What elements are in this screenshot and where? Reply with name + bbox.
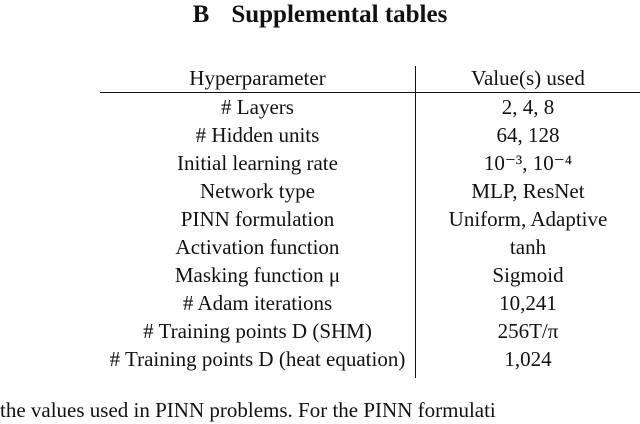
section-number: B — [192, 1, 210, 28]
hyperparameter-cell: # Adam iterations — [182, 291, 333, 315]
value-cell: 256T/π — [497, 319, 559, 343]
column-divider — [415, 66, 416, 378]
header-rule — [100, 92, 640, 93]
hyperparameter-cell: # Training points D (heat equation) — [109, 347, 406, 371]
table-row: Network type MLP, ResNet — [0, 177, 640, 205]
header-values: Value(s) used — [471, 66, 585, 90]
table-row: # Training points D (SHM) 256T/π — [0, 317, 640, 345]
table-row: # Adam iterations 10,241 — [0, 289, 640, 317]
value-cell: 64, 128 — [496, 123, 560, 147]
value-cell: tanh — [509, 235, 547, 259]
hyperparameter-cell: # Hidden units — [195, 123, 320, 147]
value-cell: 2, 4, 8 — [501, 95, 555, 119]
hyperparameter-cell: Network type — [200, 179, 315, 203]
value-cell: MLP, ResNet — [471, 179, 585, 203]
value-cell: 10⁻³, 10⁻⁴ — [483, 151, 573, 175]
table-header: Hyperparameter Value(s) used — [0, 64, 640, 92]
hyperparameter-cell: Masking function μ — [174, 263, 341, 287]
section-heading: B Supplemental tables — [0, 0, 640, 30]
table-row: # Training points D (heat equation) 1,024 — [0, 345, 640, 373]
hyperparameter-cell: PINN formulation — [180, 207, 335, 231]
hyperparameter-cell: # Layers — [221, 95, 294, 119]
hyperparameter-cell: Activation function — [175, 235, 340, 259]
table-row: PINN formulation Uniform, Adaptive — [0, 205, 640, 233]
hyperparameter-cell: Initial learning rate — [177, 151, 338, 175]
header-hyperparameter: Hyperparameter — [189, 66, 326, 90]
table-row: Activation function tanh — [0, 233, 640, 261]
value-cell: 10,241 — [499, 291, 557, 315]
table-row: # Hidden units 64, 128 — [0, 121, 640, 149]
hyperparameter-cell: # Training points D (SHM) — [143, 319, 372, 343]
table-row: Initial learning rate 10⁻³, 10⁻⁴ — [0, 149, 640, 177]
table-row: Masking function μ Sigmoid — [0, 261, 640, 289]
section-title: Supplemental tables — [231, 1, 448, 28]
value-cell: 1,024 — [504, 347, 552, 371]
value-cell: Sigmoid — [492, 263, 564, 287]
caption-text: the values used in PINN problems. For th… — [0, 398, 496, 422]
table-row: # Layers 2, 4, 8 — [0, 93, 640, 121]
value-cell: Uniform, Adaptive — [448, 207, 608, 231]
